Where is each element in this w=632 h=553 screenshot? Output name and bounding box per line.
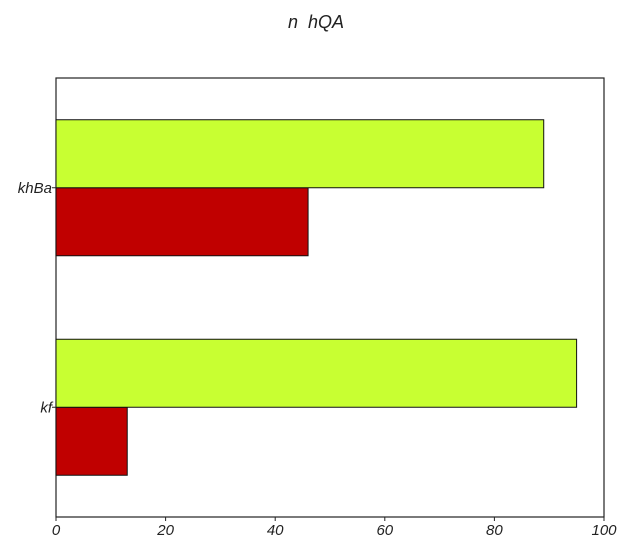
x-tick-label: 20 bbox=[156, 522, 174, 539]
x-tick-label: 0 bbox=[52, 522, 61, 539]
y-tick-label: kf bbox=[40, 399, 54, 416]
plot-area bbox=[55, 77, 605, 518]
bar-series-1-kf bbox=[55, 338, 578, 408]
x-tick-label: 80 bbox=[486, 522, 503, 539]
bar-series-1-khBa bbox=[55, 119, 545, 189]
bars-group bbox=[55, 119, 578, 476]
x-tick-label: 60 bbox=[376, 522, 393, 539]
bar-series-0-kf bbox=[55, 406, 128, 476]
x-axis-ticks: 0 20 40 60 80 100 bbox=[52, 517, 617, 539]
x-tick-label: 100 bbox=[591, 522, 617, 539]
y-tick-label: khBa bbox=[18, 180, 52, 197]
chart-title: n hQA bbox=[287, 12, 345, 32]
bar-series-0-khBa bbox=[55, 187, 309, 257]
y-axis-ticks: kf khBa bbox=[18, 180, 56, 416]
x-tick-label: 40 bbox=[267, 522, 284, 539]
